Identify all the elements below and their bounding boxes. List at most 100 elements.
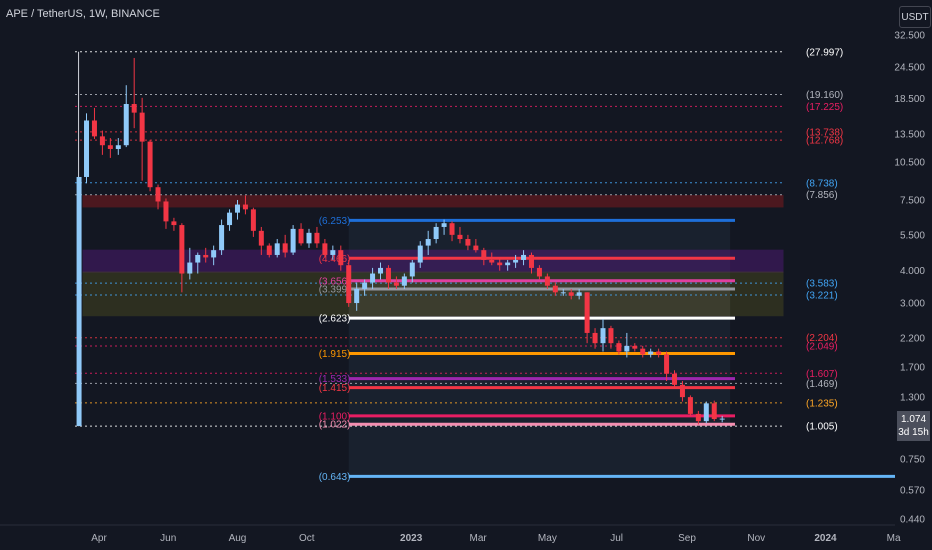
- candle-body: [592, 332, 598, 344]
- candle-body: [449, 223, 455, 235]
- level-label: (7.856): [806, 190, 838, 201]
- candle-body: [679, 384, 685, 398]
- y-tick-label: 13.500: [894, 129, 925, 140]
- candle-body: [171, 221, 177, 226]
- y-tick-label: 1.700: [900, 362, 925, 373]
- fib-level-label: (6.253): [319, 216, 351, 227]
- x-tick-label: Aug: [229, 533, 247, 544]
- candle-body: [139, 112, 145, 142]
- x-tick-label: Sep: [678, 533, 696, 544]
- candle-body: [536, 267, 542, 277]
- candle-body: [465, 239, 471, 246]
- candle-body: [568, 292, 574, 296]
- candle-body: [227, 212, 233, 226]
- y-tick-label: 5.500: [900, 230, 925, 241]
- candle-body: [393, 282, 399, 286]
- fib-level-label: (1.022): [319, 420, 351, 431]
- candle-body: [656, 351, 662, 355]
- y-tick-label: 18.500: [894, 94, 925, 105]
- candle-body: [131, 104, 137, 113]
- currency-button[interactable]: USDT: [899, 6, 931, 28]
- last-price-tag: 1.074 3d 15h: [897, 411, 930, 441]
- fib-level-label: (0.643): [319, 472, 351, 483]
- candle-body: [314, 232, 320, 244]
- candle-body: [528, 254, 534, 268]
- candle-body: [719, 418, 725, 420]
- x-tick-label: Nov: [747, 533, 765, 544]
- x-tick-label: Jun: [160, 533, 176, 544]
- candle-body: [401, 276, 407, 286]
- candle-body: [362, 282, 368, 289]
- candle-body: [195, 254, 201, 263]
- candle-body: [433, 226, 439, 240]
- candle-body: [584, 292, 590, 333]
- candle-body: [99, 136, 105, 146]
- candle-body: [107, 145, 113, 149]
- candle-body: [560, 292, 566, 294]
- x-tick-label: Ma: [887, 533, 901, 544]
- candle-body: [274, 243, 280, 255]
- candle-body: [203, 254, 209, 258]
- candle-body: [481, 250, 487, 260]
- candle-body: [600, 328, 606, 344]
- candle-body: [242, 204, 248, 210]
- candle-body: [322, 243, 328, 255]
- candle-body: [147, 141, 153, 188]
- level-label: (2.204): [806, 333, 838, 344]
- candle-body: [664, 354, 670, 374]
- fib-level-label: (1.415): [319, 383, 351, 394]
- x-tick-label: 2024: [814, 533, 837, 544]
- x-tick-label: Oct: [299, 533, 315, 544]
- candle-body: [354, 288, 360, 304]
- candle-body: [258, 230, 264, 246]
- fib-level-label: (1.915): [319, 349, 351, 360]
- fib-zone-upper: [348, 280, 731, 319]
- level-label: (1.607): [806, 369, 838, 380]
- y-tick-label: 10.500: [894, 158, 925, 169]
- candle-body: [76, 176, 82, 427]
- candle-body: [91, 120, 97, 137]
- candle-body: [695, 413, 701, 422]
- candle-body: [624, 345, 630, 352]
- candle-body: [616, 343, 622, 352]
- candle-body: [513, 259, 519, 263]
- x-tick-label: Jul: [610, 533, 623, 544]
- candle-body: [370, 273, 376, 283]
- y-tick-label: 0.440: [900, 515, 925, 526]
- zone-purple: [82, 249, 784, 273]
- level-label: (3.583): [806, 279, 838, 290]
- x-tick-label: Apr: [91, 533, 107, 544]
- level-label: (12.768): [806, 136, 843, 147]
- candle-body: [576, 292, 582, 296]
- candle-body: [409, 262, 415, 277]
- level-label: (8.738): [806, 178, 838, 189]
- last-price-countdown: 3d 15h: [898, 427, 929, 438]
- candle-body: [298, 228, 304, 244]
- level-label: (27.997): [806, 47, 843, 58]
- candle-body: [417, 245, 423, 263]
- level-label: (17.225): [806, 102, 843, 113]
- candle-body: [497, 262, 503, 266]
- candle-body: [703, 403, 709, 422]
- candle-body: [457, 234, 463, 240]
- candle-body: [687, 397, 693, 414]
- chart-title: APE / TetherUS, 1W, BINANCE: [6, 8, 160, 20]
- candle-body: [115, 145, 121, 149]
- candle-body: [123, 104, 129, 146]
- candle-body: [632, 345, 638, 349]
- y-tick-label: 7.500: [900, 195, 925, 206]
- level-label: (2.049): [806, 341, 838, 352]
- y-tick-label: 24.500: [894, 62, 925, 73]
- candle-body: [385, 267, 391, 283]
- candle-body: [711, 403, 717, 420]
- candle-body: [219, 225, 225, 251]
- fib-level-label: (2.623): [319, 314, 351, 325]
- candle-body: [505, 262, 511, 266]
- candle-body: [290, 228, 296, 253]
- candle-body: [489, 259, 495, 263]
- candle-body: [640, 348, 646, 355]
- y-tick-label: 0.750: [900, 455, 925, 466]
- candle-body: [552, 285, 558, 293]
- candle-body: [648, 351, 654, 355]
